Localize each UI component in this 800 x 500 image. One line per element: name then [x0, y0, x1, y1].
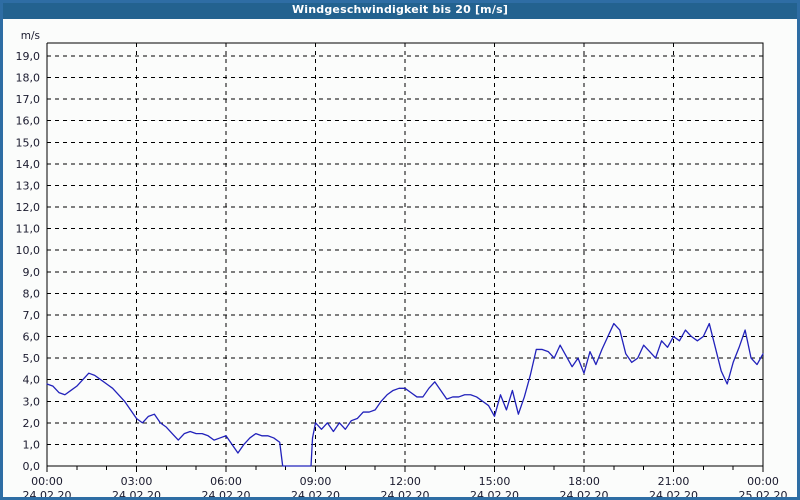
y-axis-tick-label: 18,0 [16, 72, 41, 85]
y-axis-tick-label: 3,0 [23, 395, 41, 408]
x-axis-time-label: 15:00 [479, 475, 511, 488]
y-axis-tick-label: 6,0 [23, 331, 41, 344]
x-axis-time-label: 18:00 [568, 475, 600, 488]
window-title: Windgeschwindigkeit bis 20 [m/s] [3, 3, 797, 19]
y-axis-unit-label: m/s [21, 30, 40, 42]
horizontal-gridlines [47, 55, 763, 445]
wind-speed-line [46, 322, 764, 467]
x-axis-date-label: 24.02.20 [381, 489, 430, 497]
x-axis-date-label: 24.02.20 [560, 489, 609, 497]
y-axis-tick-label: 1,0 [23, 438, 41, 451]
x-axis-date-label: 24.02.20 [202, 489, 251, 497]
y-axis-tick-label: 4,0 [23, 374, 41, 387]
y-axis-tick-label: 5,0 [23, 352, 41, 365]
x-axis-date-label: 24.02.20 [470, 489, 519, 497]
x-axis-time-label: 00:00 [747, 475, 779, 488]
x-axis-time-label: 21:00 [658, 475, 690, 488]
y-axis-tick-label: 15,0 [16, 136, 41, 149]
wind-speed-series [46, 322, 764, 467]
x-axis-time-label: 06:00 [210, 475, 242, 488]
axis-tick-marks [46, 466, 764, 472]
chart-plot-area: 0,0 1,0 2,0 3,0 4,0 5,0 6,0 7,0 8,0 9,0 10,0 11,0 12… [3, 3, 797, 497]
y-axis-tick-label: 10,0 [16, 244, 41, 257]
x-axis-time-label: 09:00 [300, 475, 332, 488]
x-axis-date-label: 24.02.20 [291, 489, 340, 497]
y-axis-tick-label: 0,0 [23, 460, 41, 473]
y-axis-tick-label: 17,0 [16, 93, 41, 106]
plot-frame [46, 42, 764, 467]
x-axis-time-label: 00:00 [31, 475, 63, 488]
wind-speed-line-chart: 0,0 1,0 2,0 3,0 4,0 5,0 6,0 7,0 8,0 9,0 10,0 11,0 12… [16, 30, 788, 497]
y-axis-labels: 0,0 1,0 2,0 3,0 4,0 5,0 6,0 7,0 8,0 9,0 10,0 11,0 12… [16, 50, 41, 473]
y-axis-tick-label: 11,0 [16, 223, 41, 236]
x-axis-date-label: 25.02.20 [739, 489, 788, 497]
y-axis-tick-label: 16,0 [16, 115, 41, 128]
y-axis-tick-label: 8,0 [23, 287, 41, 300]
y-axis-tick-label: 14,0 [16, 158, 41, 171]
x-axis-date-label: 24.02.20 [23, 489, 72, 497]
vertical-gridlines [136, 43, 674, 466]
y-axis-tick-label: 9,0 [23, 266, 41, 279]
x-axis-time-label: 03:00 [121, 475, 153, 488]
y-axis-tick-label: 13,0 [16, 179, 41, 192]
x-axis-time-label: 12:00 [389, 475, 421, 488]
x-axis-date-label: 24.02.20 [649, 489, 698, 497]
x-axis-labels: 00:0024.02.2003:0024.02.2006:0024.02.200… [23, 475, 788, 497]
x-axis-date-label: 24.02.20 [112, 489, 161, 497]
y-axis-tick-label: 2,0 [23, 417, 41, 430]
y-axis-tick-label: 19,0 [16, 50, 41, 63]
y-axis-tick-label: 12,0 [16, 201, 41, 214]
y-axis-tick-label: 7,0 [23, 309, 41, 322]
